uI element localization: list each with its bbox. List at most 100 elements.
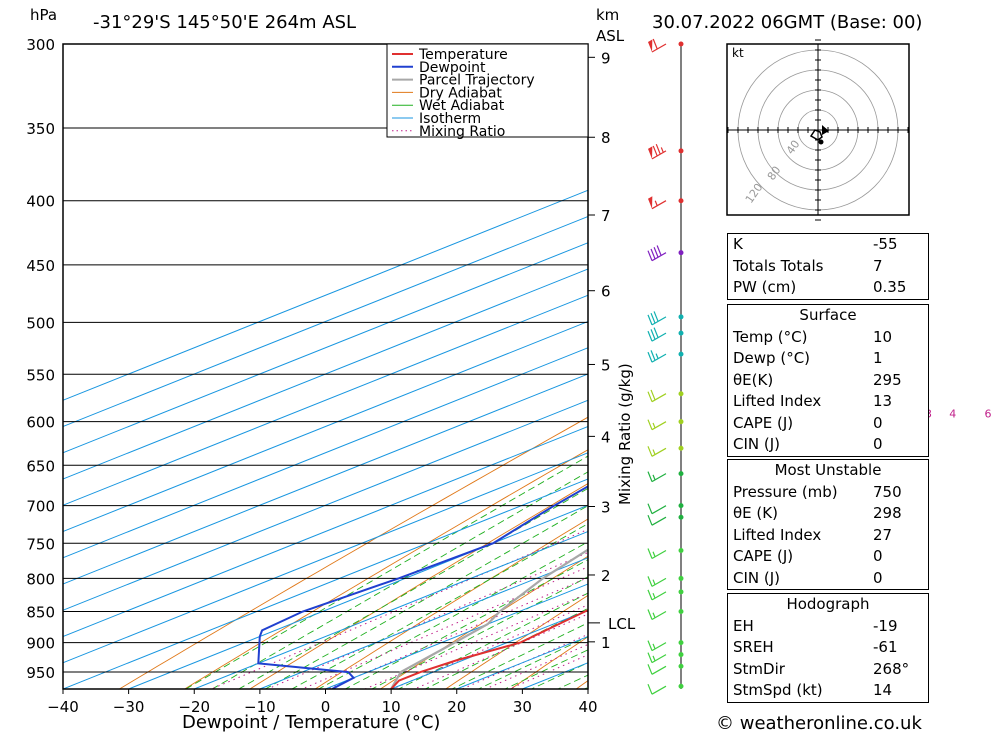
isotherm-line	[63, 189, 588, 401]
wind-barb-staff	[651, 516, 667, 526]
surface-value: 13	[873, 392, 893, 410]
surface-value: 0	[873, 435, 883, 453]
km-tick-label: 9	[601, 49, 611, 67]
wind-barb	[648, 38, 667, 53]
wind-level-dot	[678, 663, 684, 669]
surface-label: CIN (J)	[733, 435, 781, 453]
x-tick-label: 30	[513, 698, 532, 716]
k-index-value: -55	[873, 235, 898, 253]
wind-barb-half-flag	[652, 579, 656, 585]
hodograph-table: Hodograph EH -19 SREH -61 StmDir 268° StmSpd (…	[727, 593, 929, 703]
surface-row: θE(K) 295	[728, 370, 928, 392]
wet-adiabat-line	[371, 576, 588, 689]
dry-adiabat-line	[183, 449, 588, 689]
index-row-totals: Totals Totals 7	[728, 256, 928, 278]
totals-totals-value: 7	[873, 256, 883, 275]
wind-barb-pennant	[648, 39, 653, 52]
wind-barb-flag	[647, 514, 653, 526]
hodograph_table-row: SREH -61	[728, 637, 928, 659]
wind-barb-half-flag	[652, 474, 656, 481]
wind-barb	[647, 327, 667, 342]
pressure-tick-label: 700	[26, 498, 55, 516]
most_unstable-row: Pressure (mb) 750	[728, 482, 928, 504]
most_unstable-value: 0	[873, 568, 883, 587]
wind-barb-half-flag	[652, 422, 656, 429]
wind-barb-staff	[651, 473, 667, 483]
mixing-ratio-line	[363, 592, 588, 689]
wind-level-dot	[678, 589, 684, 595]
surface-label: Dewp (°C)	[733, 349, 811, 367]
x-tick-label: −10	[244, 698, 276, 716]
pressure-tick-label: 850	[26, 603, 55, 621]
wind-barb-staff	[651, 610, 667, 621]
most_unstable-label: θE (K)	[733, 504, 778, 522]
wind-barb-flag	[653, 327, 659, 338]
surface-row: Dewp (°C) 1	[728, 348, 928, 370]
dry-adiabat-line	[954, 0, 1000, 700]
isotherm-line	[63, 399, 588, 611]
isotherm-line	[63, 215, 588, 428]
dry-adiabat-line	[118, 416, 588, 689]
pressure-tick-label: 650	[26, 457, 55, 475]
wind-barb-flag	[647, 576, 653, 587]
isotherm-line	[63, 242, 588, 454]
dry-adiabat-line	[379, 555, 588, 689]
legend-label: Dry Adiabat	[419, 85, 502, 101]
wind-barb-flag	[650, 248, 656, 260]
wind-barb-flag	[647, 419, 653, 430]
wind-level-dot	[678, 471, 684, 477]
hodograph_table-label: SREH	[733, 638, 774, 656]
wind-level-dot	[678, 575, 684, 581]
most_unstable-row: θE (K) 298	[728, 503, 928, 525]
most_unstable-value: 298	[873, 504, 902, 522]
most_unstable-label: Pressure (mb)	[733, 482, 838, 501]
datetime-title: 30.07.2022 06GMT (Base: 00)	[652, 12, 922, 33]
wind-barb-half-flag	[652, 449, 656, 455]
wind-barb	[647, 419, 667, 431]
most_unstable-value: 0	[873, 547, 883, 565]
wind-barb	[647, 514, 667, 526]
wind-level-dot	[678, 250, 684, 256]
wind-barb	[648, 143, 667, 160]
most_unstable-row: CAPE (J) 0	[728, 546, 928, 568]
hodograph-trace	[809, 129, 823, 141]
pressure-tick-label: 500	[26, 314, 55, 332]
wind-level-dot	[678, 608, 684, 614]
wind-level-dot	[678, 391, 684, 397]
isotherm-line	[63, 320, 588, 533]
wind-barb-staff	[651, 665, 667, 675]
wet-adiabat-line	[264, 505, 588, 689]
surface-row: CIN (J) 0	[728, 434, 928, 456]
wind-level-dot	[678, 503, 684, 509]
wind-barb-half-flag	[652, 551, 656, 557]
index-row-pw: PW (cm) 0.35	[728, 277, 928, 299]
temperature-line	[390, 609, 588, 689]
wind-level-dot	[678, 640, 684, 646]
isotherm-line	[63, 478, 588, 689]
wet-adiabat-line	[344, 559, 588, 689]
wind-barb	[647, 471, 667, 483]
wind-barb-flag	[647, 471, 653, 482]
index-row-k: K -55	[728, 234, 928, 256]
wind-barb-half-flag	[652, 643, 656, 650]
hodograph_table-value: -61	[873, 638, 898, 656]
most-unstable-title: Most Unstable	[774, 461, 882, 479]
credit-link[interactable]: © weatheronline.co.uk	[716, 713, 922, 733]
wet-adiabat-line	[450, 622, 588, 689]
wind-level-dot	[678, 41, 684, 47]
wind-barb	[647, 311, 667, 326]
hodograph_table-label: StmSpd (kt)	[733, 681, 823, 699]
wind-level-dot	[678, 148, 684, 154]
wind-barb-staff	[651, 332, 667, 342]
mixing-ratio-line	[484, 643, 588, 689]
surface-row: Lifted Index 13	[728, 391, 928, 413]
wind-barb-half-flag	[660, 147, 664, 153]
km-tick-label: 7	[601, 207, 611, 225]
isotherm-line	[128, 504, 588, 689]
isotherm-line	[63, 294, 588, 506]
wind-level-dot	[678, 547, 684, 553]
km-tick-label: 6	[601, 283, 611, 301]
most-unstable-table: Most Unstable Pressure (mb) 750 θE (K) 298 L…	[727, 459, 929, 590]
wind-barb-staff	[651, 654, 667, 664]
